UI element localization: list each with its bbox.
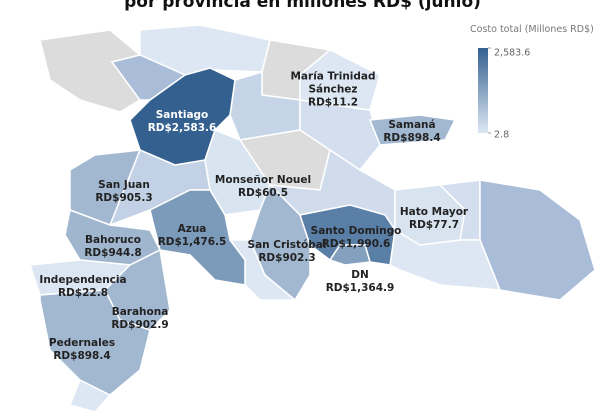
province-name: Monseñor Nouel [214, 174, 312, 186]
province-name: DN [351, 269, 369, 281]
province-label: DN RD$1,364.9 [326, 269, 395, 295]
province-label: Samaná RD$898.4 [383, 119, 440, 145]
province-name: Azua [177, 223, 207, 235]
province-label: Independencia RD$22.8 [39, 274, 126, 300]
province-label: San Cristóbal RD$902.3 [248, 239, 327, 265]
province-label: Santiago RD$2,583.6 [148, 109, 217, 135]
province-label: San Juan RD$905.3 [95, 179, 152, 205]
value-label: RD$2,583.6 [147, 122, 217, 134]
value-label: RD$944.8 [84, 247, 142, 259]
value-label: RD$22.8 [57, 287, 108, 299]
province-name: Samaná [388, 119, 436, 131]
province-region [69, 149, 142, 226]
province-region [328, 244, 371, 266]
value-label: RD$905.3 [95, 192, 153, 204]
province-region [129, 67, 236, 166]
value-label: RD$898.4 [383, 132, 441, 144]
province-name: María Trinidad Sánchez [290, 70, 376, 96]
value-label: RD$1,990.6 [321, 238, 391, 250]
value-label: RD$77.7 [408, 219, 459, 231]
value-label: RD$902.9 [111, 319, 169, 331]
value-label: RD$902.3 [258, 252, 316, 264]
province-name: San Cristóbal [247, 239, 327, 251]
province-label: Azua RD$1,476.5 [158, 223, 227, 249]
province-label: Bahoruco RD$944.8 [84, 234, 141, 260]
province-region [249, 183, 311, 302]
province-name: Santiago [155, 109, 209, 121]
province-name: Santo Domingo [310, 225, 402, 237]
value-label: RD$1,364.9 [325, 282, 395, 294]
province-region [368, 114, 457, 146]
province-label: Hato Mayor RD$77.7 [400, 206, 468, 232]
value-label: RD$11.2 [307, 96, 358, 109]
provinces [28, 49, 466, 396]
map-title: por provincia en millones RD$ (junio) [124, 0, 481, 12]
province-name: Hato Mayor [399, 206, 469, 218]
value-label: RD$898.4 [53, 350, 111, 362]
colorbar-tick-label: 2,583.6 [494, 47, 531, 59]
province-label: Santo Domingo RD$1,990.6 [311, 225, 402, 251]
province-region [149, 189, 246, 286]
value-label: RD$60.5 [237, 187, 289, 199]
province-name: Pedernales [48, 337, 116, 349]
colorbar-tick-label: 2.8 [494, 129, 510, 141]
value-label: RD$1,476.5 [157, 236, 227, 248]
province-name: Bahoruco [85, 234, 141, 246]
province-label: María Trinidad Sánchez RD$11.2 [283, 71, 383, 110]
province-label: Monseñor Nouel RD$60.5 [215, 174, 311, 200]
province-region [39, 289, 151, 396]
province-name: Barahona [111, 306, 169, 318]
province-label: Pedernales RD$898.4 [49, 337, 115, 363]
colorbar [478, 48, 488, 133]
province-region [299, 49, 381, 111]
background-provinces [39, 24, 596, 413]
province-name: San Juan [98, 179, 150, 191]
province-label: Barahona RD$902.9 [111, 306, 168, 332]
province-name: Independencia [39, 274, 127, 286]
legend-title: Costo total (Millones RD$) [470, 24, 594, 35]
